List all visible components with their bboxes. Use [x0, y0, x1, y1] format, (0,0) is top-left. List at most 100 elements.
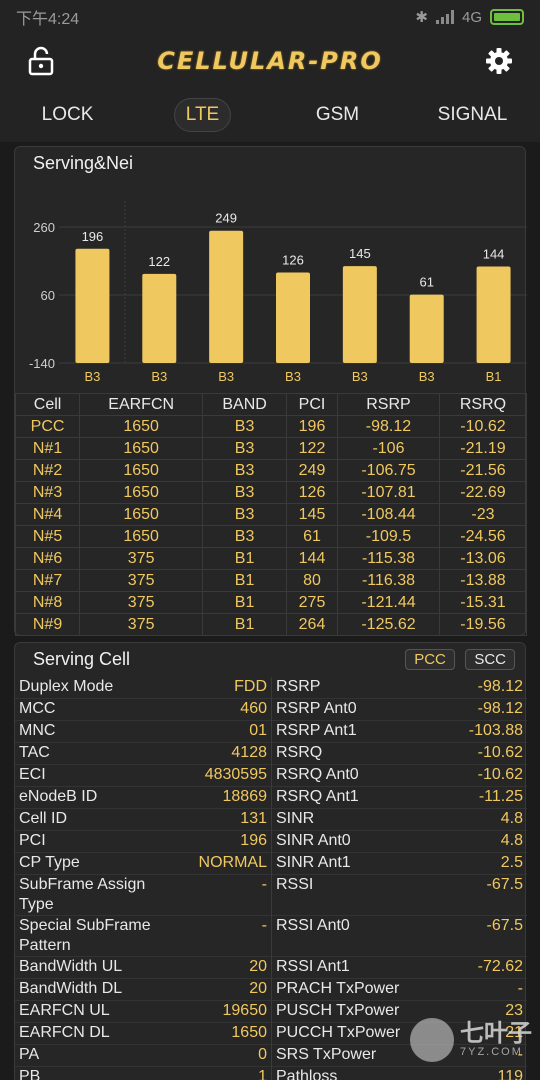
table-cell: -21.56	[438, 459, 528, 482]
table-cell: N#3	[14, 481, 81, 504]
info-row: EARFCN DL 1650	[15, 1023, 271, 1045]
x-tick-label: B3	[84, 369, 100, 384]
info-row: PA 0	[15, 1045, 271, 1067]
chart-svg: 260 60 -140 196 B3 122 B3 249 B3 126 B3 145 B3 61 B3 14…	[29, 201, 527, 384]
column-header: PCI	[285, 393, 339, 416]
status-bar: 下午4:24 ✱ 4G	[0, 0, 540, 34]
table-cell: 145	[285, 503, 339, 526]
info-row: eNodeB ID 18869	[15, 787, 271, 809]
table-cell: 1650	[79, 415, 204, 438]
info-value: 131	[240, 810, 267, 827]
serving-right-column: RSRP -98.12 RSRP Ant0 -98.12 RSRP Ant1 -103.8…	[271, 677, 527, 1080]
info-row: RSRQ -10.62	[272, 743, 527, 765]
info-value: 0	[258, 1046, 267, 1063]
table-cell: 375	[79, 547, 204, 570]
tab-lock[interactable]: LOCK	[0, 104, 135, 126]
serving-cell-title: Serving Cell	[33, 649, 131, 669]
info-row: RSSI -67.5	[272, 875, 527, 916]
info-row: MNC 01	[15, 721, 271, 743]
info-value: -67.5	[486, 917, 523, 934]
table-cell: B1	[202, 591, 287, 614]
x-tick-label: B3	[151, 369, 167, 384]
x-tick-label: B3	[352, 369, 368, 384]
scc-button[interactable]: SCC	[465, 648, 515, 670]
table-cell: B3	[202, 481, 287, 504]
neighbor-table: Cell EARFCN BAND PCI RSRP RSRQ PCC 1650 B3 196 -9…	[14, 393, 528, 636]
tab-gsm[interactable]: GSM	[270, 104, 405, 126]
x-tick-label: B3	[419, 369, 435, 384]
table-cell: -106.75	[337, 459, 440, 482]
table-cell: N#7	[14, 569, 81, 592]
info-value: 01	[249, 722, 267, 739]
table-cell: B3	[202, 437, 287, 460]
table-cell: -21.19	[438, 437, 528, 460]
settings-button[interactable]	[484, 46, 514, 76]
table-cell: B3	[202, 415, 287, 438]
info-value: 119	[497, 1068, 523, 1080]
info-value: -11.25	[478, 788, 523, 805]
gear-icon	[486, 48, 512, 74]
table-cell: N#4	[14, 503, 81, 526]
info-value: 4128	[231, 744, 267, 761]
info-row: EARFCN UL 19650	[15, 1001, 271, 1023]
serving-cell-grid: Duplex Mode FDD MCC 460 MNC 01 TAC 4128 ECI 48305…	[15, 677, 527, 1080]
info-row: TAC 4128	[15, 743, 271, 765]
info-row: RSSI Ant0 -67.5	[272, 916, 527, 957]
info-key: RSRP	[276, 678, 321, 695]
bar-value-label: 144	[483, 246, 505, 261]
table-cell: -121.44	[337, 591, 440, 614]
table-cell: -13.06	[438, 547, 528, 570]
info-key: SINR	[276, 810, 315, 827]
status-time: 下午4:24	[16, 11, 80, 28]
chart-bar	[209, 230, 244, 363]
tab-lte[interactable]: LTE	[135, 98, 270, 132]
table-cell: -115.38	[337, 547, 440, 570]
table-cell: -13.88	[438, 569, 528, 592]
info-row: Cell ID 131	[15, 809, 271, 831]
tab-signal[interactable]: SIGNAL	[405, 104, 540, 126]
info-row: Special SubFrame Pattern -	[15, 916, 271, 957]
info-key: PB	[19, 1068, 41, 1080]
table-cell: 375	[79, 569, 204, 592]
info-key: MCC	[19, 700, 56, 717]
watermark-text-group: 七叶子 7YZ.COM	[460, 1022, 532, 1059]
info-value: 4.8	[500, 832, 523, 849]
info-value: 196	[240, 832, 267, 849]
table-cell: B1	[202, 569, 287, 592]
pcc-button[interactable]: PCC	[405, 648, 455, 670]
column-header: BAND	[202, 393, 287, 416]
y-tick-label: 60	[41, 288, 55, 303]
info-key: EARFCN DL	[19, 1024, 110, 1041]
info-value: -98.12	[477, 700, 523, 717]
info-value: 23	[505, 1002, 523, 1019]
bar-value-label: 61	[419, 275, 433, 290]
table-cell: PCC	[14, 415, 81, 438]
info-key: Pathloss	[276, 1068, 338, 1080]
info-value: -	[517, 1046, 523, 1063]
info-value: 4.8	[500, 810, 523, 827]
info-key: SRS TxPower	[276, 1046, 377, 1063]
info-key: RSRQ Ant0	[276, 766, 359, 783]
column-header: EARFCN	[79, 393, 204, 416]
table-cell: -23	[438, 503, 528, 526]
table-cell: B3	[202, 459, 287, 482]
table-row: N#3 1650 B3 126 -107.81 -22.69	[14, 481, 528, 504]
chart-bar	[276, 272, 310, 363]
info-value: -72.62	[477, 958, 523, 975]
unlock-icon	[28, 46, 54, 76]
info-key: SubFrame Assign Type	[19, 876, 146, 913]
column-header: Cell	[14, 393, 81, 416]
info-row: PCI 196	[15, 831, 271, 853]
info-key: BandWidth DL	[19, 980, 123, 997]
info-row: Duplex Mode FDD	[15, 677, 271, 699]
table-cell: B1	[202, 613, 287, 636]
info-row: CP Type NORMAL	[15, 853, 271, 875]
info-value: 1	[258, 1068, 267, 1080]
table-cell: -107.81	[337, 481, 440, 504]
info-key: MNC	[19, 722, 56, 739]
info-row: RSSI Ant1 -72.62	[272, 957, 527, 979]
lock-button[interactable]	[26, 46, 56, 76]
table-row: PCC 1650 B3 196 -98.12 -10.62	[14, 415, 528, 438]
info-row: ECI 4830595	[15, 765, 271, 787]
info-key: PCI	[19, 832, 46, 849]
